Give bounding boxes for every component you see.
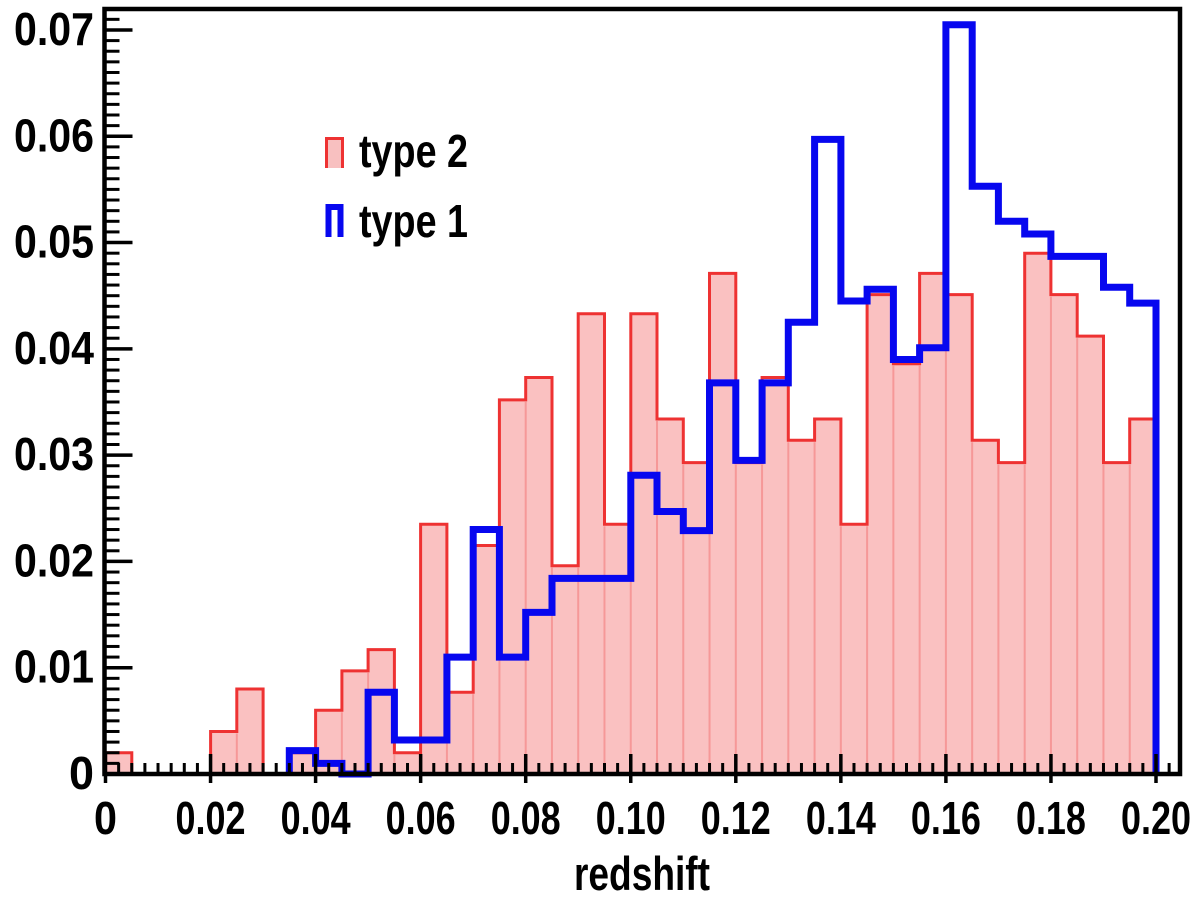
y-tick-label: 0.05 <box>14 216 94 268</box>
y-tick-label: 0.06 <box>14 109 94 161</box>
x-axis-title: redshift <box>574 847 710 898</box>
x-tick-label: 0.14 <box>806 792 876 844</box>
legend-label-type2: type 2 <box>359 125 468 177</box>
x-tick-label: 0.04 <box>281 792 351 844</box>
x-tick-label: 0.08 <box>491 792 561 844</box>
x-tick-label: 0.18 <box>1016 792 1086 844</box>
y-tick-label: 0.01 <box>14 641 94 693</box>
x-tick-label: 0.10 <box>596 792 666 844</box>
x-tick-label: 0.16 <box>911 792 981 844</box>
x-tick-label: 0.02 <box>176 792 246 844</box>
y-axis-ticks <box>106 17 133 776</box>
y-tick-label: 0.04 <box>14 322 94 374</box>
y-tick-label: 0 <box>69 747 94 799</box>
legend-marker-type2 <box>325 137 344 168</box>
plot-frame <box>102 6 1183 777</box>
type1-histogram <box>285 21 1160 778</box>
type2-bar-run <box>287 251 1158 774</box>
type2-bar-run <box>209 687 265 774</box>
y-tick-label: 0.07 <box>14 3 94 55</box>
y-axis-tick-labels: 0 0.01 0.02 0.03 0.04 0.05 0.06 0.07 <box>14 3 94 799</box>
x-tick-label: 0 <box>94 792 117 844</box>
legend-label-type1: type 1 <box>359 195 468 247</box>
legend-marker-type1 <box>325 204 344 237</box>
x-tick-label: 0.06 <box>386 792 456 844</box>
y-tick-label: 0.03 <box>14 428 94 480</box>
x-axis-tick-labels: 0 0.02 0.04 0.06 0.08 0.10 0.12 0.14 0.16 0.18 0.2… <box>94 792 1191 844</box>
y-tick-label: 0.02 <box>14 534 94 586</box>
x-axis-ticks <box>103 754 1171 783</box>
type1-step-line <box>285 21 1160 778</box>
legend: type 2 type 1 <box>325 125 468 247</box>
x-tick-label: 0.20 <box>1121 792 1191 844</box>
x-tick-label: 0.12 <box>701 792 771 844</box>
type2-histogram <box>104 251 1158 774</box>
